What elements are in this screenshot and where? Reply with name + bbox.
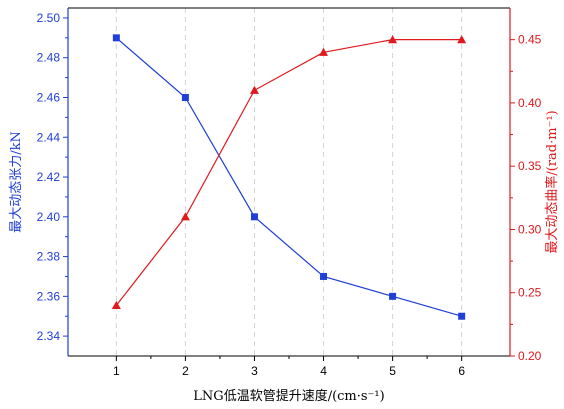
left-y-tick-label-2.50: 2.50 (37, 11, 61, 25)
series-line-left-axis (115, 37, 462, 317)
axes-layer: 1 2 3 4 5 6 2.34 2.36 2.38 2.40 2.42 2.44 2.46 2.48 2.… (37, 7, 542, 378)
right-y-tick-label-0.25: 0.25 (518, 286, 542, 300)
right-y-tick-label-0.30: 0.30 (518, 222, 542, 236)
data-point-left-1 (112, 34, 120, 42)
x-axis-title: LNG低温软管提升速度/(cm·s⁻¹) (193, 388, 384, 404)
right-y-axis-title: 最大动态曲率/(rad·m⁻¹) (544, 110, 560, 253)
left-y-tick-label-2.48: 2.48 (37, 51, 61, 65)
left-y-tick-label-2.38: 2.38 (37, 250, 61, 264)
left-y-tick-label-2.42: 2.42 (37, 170, 61, 184)
x-tick-label-6: 6 (458, 364, 465, 378)
data-point-right-4 (319, 47, 329, 56)
x-tick-label-2: 2 (182, 364, 189, 378)
right-y-tick-label-0.35: 0.35 (518, 159, 542, 173)
left-y-tick-label-2.44: 2.44 (37, 130, 61, 144)
data-point-left-5 (389, 292, 397, 300)
data-point-right-1 (111, 300, 121, 309)
grid-lines (115, 8, 463, 356)
left-y-tick-label-2.36: 2.36 (37, 289, 61, 303)
x-tick-label-5: 5 (389, 364, 396, 378)
data-point-left-2 (181, 93, 189, 101)
series-line-right-axis (115, 39, 462, 306)
left-y-axis-title: 最大动态张力/kN (9, 131, 24, 233)
right-y-tick-label-0.40: 0.40 (518, 96, 542, 110)
data-point-right-2 (180, 212, 190, 221)
data-point-right-5 (388, 35, 398, 44)
data-point-left-6 (458, 312, 466, 320)
left-y-tick-label-2.40: 2.40 (37, 210, 61, 224)
data-point-left-3 (250, 213, 258, 221)
right-y-tick-label-0.20: 0.20 (518, 349, 542, 363)
left-y-tick-label-2.34: 2.34 (37, 329, 61, 343)
data-point-right-3 (249, 85, 259, 94)
right-y-tick-label-0.45: 0.45 (518, 33, 542, 47)
data-point-left-4 (320, 272, 328, 280)
data-point-right-6 (457, 35, 467, 44)
series-layer (111, 34, 467, 320)
x-tick-label-3: 3 (251, 364, 258, 378)
left-y-tick-label-2.46: 2.46 (37, 90, 61, 104)
x-tick-label-1: 1 (113, 364, 120, 378)
x-tick-label-4: 4 (320, 364, 327, 378)
